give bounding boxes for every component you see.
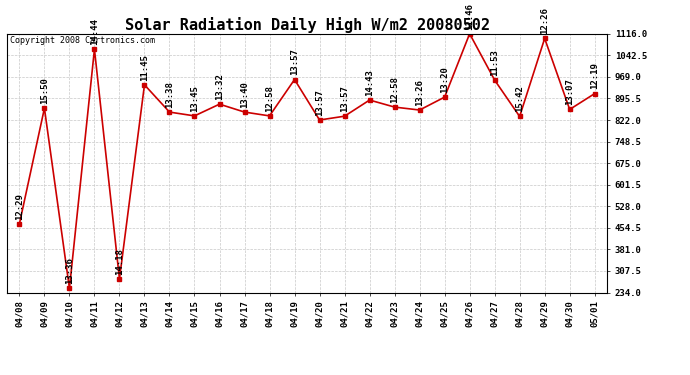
Text: 12:58: 12:58 bbox=[265, 85, 274, 112]
Title: Solar Radiation Daily High W/m2 20080502: Solar Radiation Daily High W/m2 20080502 bbox=[125, 16, 489, 33]
Text: 13:40: 13:40 bbox=[240, 81, 249, 108]
Text: 14:43: 14:43 bbox=[365, 69, 374, 96]
Text: 12:58: 12:58 bbox=[390, 76, 399, 103]
Text: 13:38: 13:38 bbox=[165, 81, 174, 108]
Text: 13:36: 13:36 bbox=[65, 257, 74, 284]
Text: 12:29: 12:29 bbox=[15, 193, 24, 220]
Text: 14:44: 14:44 bbox=[90, 18, 99, 45]
Text: Copyright 2008 Cartronics.com: Copyright 2008 Cartronics.com bbox=[10, 36, 155, 45]
Text: 13:07: 13:07 bbox=[565, 78, 574, 105]
Text: 13:20: 13:20 bbox=[440, 66, 449, 93]
Text: 12:19: 12:19 bbox=[590, 63, 599, 89]
Text: 15:42: 15:42 bbox=[515, 86, 524, 112]
Text: 15:50: 15:50 bbox=[40, 77, 49, 104]
Text: 13:57: 13:57 bbox=[340, 85, 349, 112]
Text: 12:26: 12:26 bbox=[540, 8, 549, 34]
Text: 11:53: 11:53 bbox=[490, 49, 499, 76]
Text: 13:26: 13:26 bbox=[415, 79, 424, 106]
Text: 13:57: 13:57 bbox=[290, 48, 299, 75]
Text: 13:32: 13:32 bbox=[215, 73, 224, 100]
Text: 14:18: 14:18 bbox=[115, 248, 124, 275]
Text: 13:57: 13:57 bbox=[315, 89, 324, 116]
Text: 11:45: 11:45 bbox=[140, 54, 149, 81]
Text: 13:45: 13:45 bbox=[190, 85, 199, 112]
Text: 11:46: 11:46 bbox=[465, 3, 474, 30]
